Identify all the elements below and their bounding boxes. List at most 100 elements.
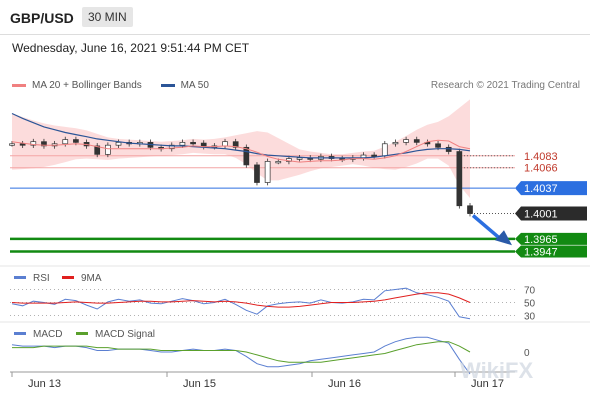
price-legend: MA 20 + Bollinger Bands MA 50 <box>12 80 225 91</box>
candle-body <box>232 141 239 148</box>
support-tag <box>515 232 587 245</box>
candle-body <box>19 143 26 146</box>
candle-body <box>105 144 111 155</box>
bollinger-band <box>12 99 470 198</box>
last-price-tag <box>515 206 587 221</box>
candle <box>254 162 260 186</box>
rsi-ma-swatch <box>62 276 74 279</box>
macd-zero-label: 0 <box>524 348 530 359</box>
support-label: 1.3965 <box>524 234 558 246</box>
candle-body <box>467 205 473 214</box>
candle <box>392 139 399 147</box>
candle-body <box>403 139 409 143</box>
timestamp: Wednesday, June 16, 2021 9:51:44 PM CET <box>12 41 250 55</box>
resistance-label: 1.4066 <box>524 163 558 175</box>
candle-body <box>222 141 228 147</box>
macd-signal-legend-label: MACD Signal <box>95 329 155 340</box>
macd-line <box>11 336 471 375</box>
header-divider <box>0 34 590 35</box>
candle-body <box>115 142 122 146</box>
candle-body <box>179 142 186 146</box>
candle-body <box>413 139 420 143</box>
candle-body <box>264 161 271 183</box>
macd-legend: MACD MACD Signal <box>14 329 155 340</box>
macd-swatch <box>14 332 26 335</box>
candle-body <box>392 142 399 145</box>
candle-body <box>296 157 303 160</box>
resistance-label: 1.4083 <box>524 151 558 163</box>
ma20-line <box>11 139 471 163</box>
candle-body <box>275 161 282 164</box>
rsi-ma-line <box>11 292 471 308</box>
pivot-label: 1.4037 <box>524 183 558 195</box>
macd-signal-swatch <box>76 332 88 335</box>
candle <box>19 140 26 149</box>
candle <box>264 158 271 186</box>
candle-body <box>445 146 452 152</box>
rsi-panel: RSI 9MA 70 50 30 <box>0 265 590 323</box>
candle-body <box>254 164 260 183</box>
candle <box>179 139 186 149</box>
time-tick-label: Jun 13 <box>28 378 61 390</box>
ma20-label: MA 20 + Bollinger Bands <box>32 80 142 91</box>
ma50-label: MA 50 <box>180 80 209 91</box>
last-price-label: 1.4001 <box>524 209 558 221</box>
projection-arrowhead <box>495 230 512 246</box>
rsi-tick-label: 50 <box>524 299 536 310</box>
macd-signal-line <box>12 341 471 363</box>
macd-panel: MACD MACD Signal 0 <box>0 321 590 375</box>
candle <box>105 142 111 158</box>
time-tick-label: Jun 15 <box>183 378 216 390</box>
candle <box>168 142 175 152</box>
time-tick-label: Jun 16 <box>328 378 361 390</box>
candle <box>190 139 196 146</box>
rsi-ma-legend-label: 9MA <box>81 273 102 284</box>
candle-body <box>456 151 463 207</box>
rsi-legend-label: RSI <box>33 273 50 284</box>
candle <box>403 136 409 146</box>
macd-legend-label: MACD <box>33 329 62 340</box>
currency-pair-title: GBP/USD <box>10 10 74 26</box>
research-credit: Research © 2021 Trading Central <box>430 80 580 91</box>
timeframe-badge[interactable]: 30 MIN <box>82 7 133 27</box>
candle <box>94 143 101 158</box>
candle-body <box>73 139 79 143</box>
candle-body <box>435 143 441 148</box>
candle <box>467 202 473 217</box>
ma50-line <box>11 112 471 159</box>
candle-body <box>243 146 250 166</box>
wikifx-watermark: WikiFX <box>460 358 533 383</box>
candle <box>456 148 463 209</box>
rsi-line <box>11 287 471 320</box>
candle-body <box>62 139 69 145</box>
candle-body <box>9 143 15 146</box>
rsi-tick-label: 70 <box>524 286 536 297</box>
ma50-swatch <box>160 83 175 87</box>
legend-ma50: MA 50 <box>160 80 209 91</box>
candle <box>413 136 420 146</box>
legend-ma20: MA 20 + Bollinger Bands <box>12 80 142 91</box>
ma20-swatch <box>12 83 26 87</box>
time-tick-label: Jun 17 <box>471 378 504 390</box>
pivot-tag <box>515 181 587 196</box>
projection-arrow <box>471 214 504 242</box>
rsi-swatch <box>14 276 26 279</box>
candle-body <box>371 154 377 157</box>
candle-body <box>41 141 47 147</box>
candle-body <box>94 145 101 155</box>
rsi-tick-label: 30 <box>524 312 536 323</box>
rsi-legend: RSI 9MA <box>14 273 102 284</box>
candle-body <box>168 144 175 150</box>
support-tag <box>515 245 587 258</box>
support-label: 1.3947 <box>524 247 558 259</box>
candle-body <box>381 143 388 157</box>
header-bar: GBP/USD 30 MIN <box>0 0 590 36</box>
candle <box>115 139 122 149</box>
candle <box>232 138 239 151</box>
candle <box>30 138 37 149</box>
candle <box>296 155 303 162</box>
candle-body <box>190 142 196 145</box>
